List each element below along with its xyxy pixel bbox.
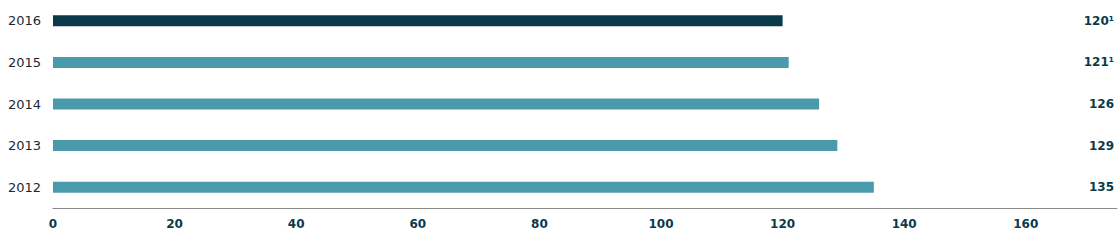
svg-text:2012: 2012 [8,180,41,195]
svg-text:20: 20 [166,217,183,231]
svg-text:126: 126 [1089,97,1114,111]
svg-text:120¹: 120¹ [1084,14,1114,28]
svg-text:0: 0 [49,217,57,231]
svg-text:2015: 2015 [8,55,41,70]
svg-text:100: 100 [648,217,673,231]
svg-text:121¹: 121¹ [1084,55,1114,69]
svg-text:140: 140 [892,217,917,231]
svg-text:2013: 2013 [8,138,41,153]
svg-text:60: 60 [409,217,426,231]
svg-text:2014: 2014 [8,97,41,112]
svg-text:2016: 2016 [8,13,41,28]
svg-text:120: 120 [770,217,795,231]
svg-text:135: 135 [1089,180,1114,194]
svg-text:80: 80 [531,217,548,231]
svg-text:160: 160 [1013,217,1038,231]
svg-text:40: 40 [288,217,305,231]
svg-text:129: 129 [1089,139,1114,153]
